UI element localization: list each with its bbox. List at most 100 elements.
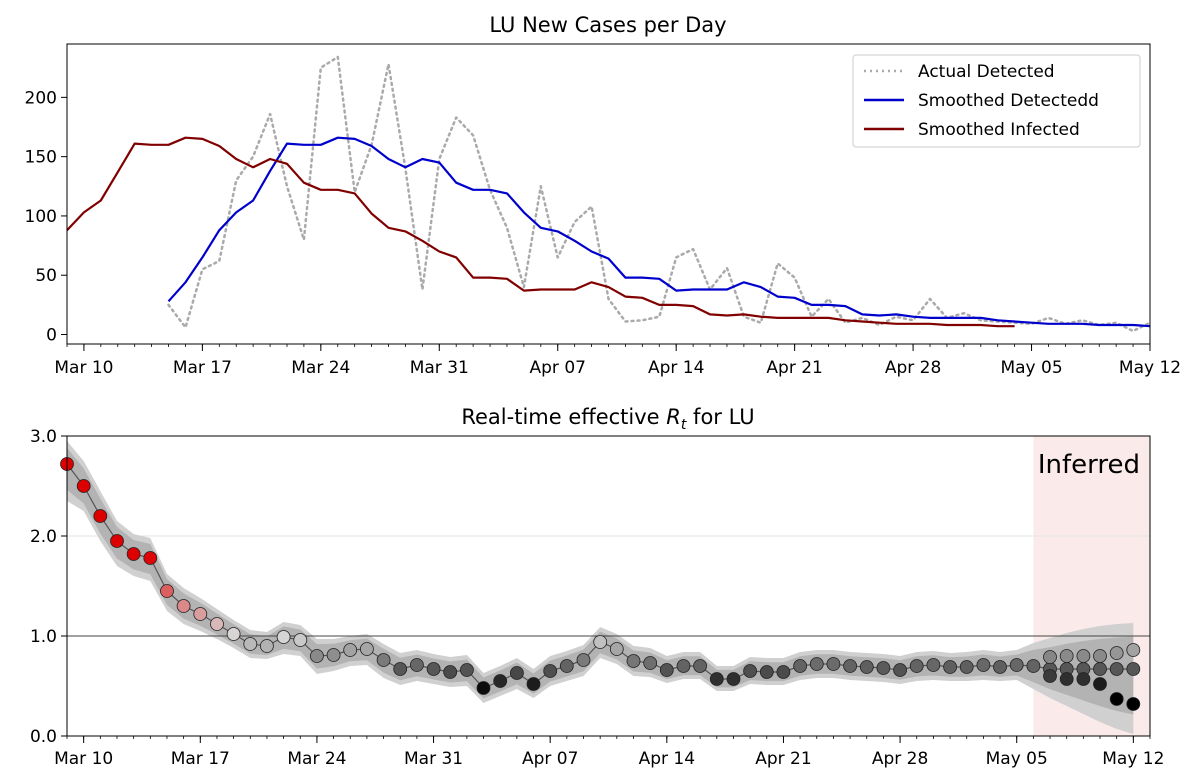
rt-point-0 — [176, 599, 191, 613]
y-tick-label: 50 — [35, 266, 57, 286]
rt-point-1 — [1126, 643, 1141, 657]
rt-point-0 — [876, 661, 891, 675]
rt-chart: Real-time effective Rt for LU 0.0 1.0 2.0 3… — [30, 405, 1164, 769]
rt-point-0 — [543, 664, 558, 678]
rt-point-0 — [559, 659, 574, 673]
rt-point-0 — [609, 642, 624, 656]
x-tick-label: Apr 28 — [885, 358, 941, 378]
axes-frame — [66, 435, 1151, 737]
rt-point-0 — [193, 607, 208, 621]
rt-point-0 — [793, 659, 807, 673]
legend-label-smoothed-detected: Smoothed Detectedd — [918, 91, 1099, 111]
rt-point-0 — [93, 509, 108, 523]
rt-point-0 — [476, 681, 491, 695]
rt-point-0 — [926, 658, 941, 672]
rt-point-0 — [943, 660, 957, 674]
chart-title: Real-time effective Rt for LU — [461, 405, 754, 433]
rt-point-0 — [359, 642, 374, 656]
rt-point-0 — [643, 656, 658, 670]
rt-point-0 — [626, 654, 641, 668]
rt-point-0 — [326, 648, 341, 662]
rt-point-0 — [143, 551, 158, 565]
legend: Actual Detected Smoothed Detectedd Smoot… — [852, 54, 1141, 148]
rt-point-0 — [1109, 662, 1124, 676]
rt-point-0 — [309, 649, 324, 663]
series-line-0 — [167, 55, 1152, 333]
plot-area: 0 50 100 150 200 Mar 10 Mar 17 Mar 24 Mar 31 Apr … — [25, 43, 1181, 378]
rt-point-2 — [1043, 669, 1057, 683]
rt-point-2 — [1126, 697, 1141, 711]
x-tick-label: Mar 24 — [287, 749, 346, 769]
x-tick-label: Apr 07 — [522, 749, 578, 769]
rt-point-0 — [843, 659, 857, 673]
rt-point-0 — [743, 664, 757, 678]
rt-point-0 — [443, 665, 458, 679]
chart-title: LU New Cases per Day — [489, 13, 726, 37]
y-tick-label: 3.0 — [30, 427, 57, 447]
rt-point-0 — [693, 659, 707, 673]
rt-point-0 — [976, 658, 991, 672]
series-line-2 — [66, 136, 1015, 328]
x-tick-label: Mar 31 — [404, 749, 463, 769]
legend-box — [852, 54, 1141, 148]
x-tick-label: Apr 21 — [755, 749, 811, 769]
rt-point-1 — [1093, 649, 1107, 663]
rt-point-2 — [1076, 672, 1091, 686]
rt-point-2 — [1059, 672, 1074, 686]
x-tick-label: May 12 — [1119, 358, 1181, 378]
legend-label-actual-detected: Actual Detected — [918, 62, 1055, 82]
rt-point-0 — [709, 672, 724, 686]
rt-point-0 — [426, 662, 441, 676]
y-tick-label: 0.0 — [30, 727, 57, 747]
x-tick-label: Mar 10 — [54, 358, 113, 378]
rt-point-0 — [1026, 659, 1041, 673]
x-tick-label: May 05 — [986, 749, 1048, 769]
x-tick-label: Mar 24 — [291, 358, 350, 378]
rt-point-0 — [376, 653, 391, 667]
rt-point-0 — [959, 660, 974, 674]
rt-point-0 — [659, 663, 674, 677]
x-tick-label: Mar 31 — [410, 358, 469, 378]
rt-point-0 — [676, 659, 691, 673]
rt-point-1 — [1109, 646, 1124, 660]
rt-point-0 — [243, 637, 258, 651]
x-tick-label: Mar 10 — [54, 749, 113, 769]
y-tick-label: 2.0 — [30, 527, 57, 547]
rt-point-0 — [576, 653, 591, 667]
rt-point-0 — [1126, 662, 1141, 676]
rt-point-0 — [593, 635, 608, 649]
x-tick-label: Apr 14 — [648, 358, 704, 378]
y-tick-label: 100 — [25, 207, 57, 227]
rt-point-0 — [160, 584, 174, 598]
rt-point-0 — [759, 665, 774, 679]
y-tick-label: 1.0 — [30, 627, 57, 647]
confidence-band-inner — [67, 447, 1134, 715]
rt-point-0 — [293, 633, 308, 647]
rt-point-2 — [1109, 692, 1124, 706]
rt-point-0 — [110, 534, 124, 548]
x-tick-label: Apr 21 — [766, 358, 822, 378]
rt-point-0 — [526, 677, 541, 691]
x-tick-label: Apr 07 — [530, 358, 586, 378]
x-tick-label: Apr 14 — [639, 749, 695, 769]
rt-point-0 — [126, 547, 141, 561]
x-tick-label: May 05 — [1000, 358, 1062, 378]
series-line-1 — [167, 136, 1151, 328]
rt-point-0 — [859, 660, 874, 674]
new-cases-chart: LU New Cases per Day 0 50 100 150 200 Mar 10 M… — [25, 13, 1182, 378]
rt-point-0 — [493, 674, 508, 688]
rt-point-0 — [726, 672, 741, 686]
rt-point-0 — [409, 658, 424, 672]
rt-point-0 — [226, 627, 241, 641]
rt-point-0 — [343, 643, 358, 657]
y-tick-label: 0 — [46, 326, 57, 346]
rt-point-1 — [1043, 650, 1057, 664]
rt-point-0 — [776, 665, 791, 679]
rt-point-0 — [893, 663, 907, 677]
rt-point-1 — [1059, 649, 1074, 663]
rt-point-2 — [1093, 677, 1107, 691]
rt-point-1 — [1076, 649, 1091, 663]
x-tick-label: Mar 17 — [171, 749, 230, 769]
rt-point-0 — [459, 663, 474, 677]
